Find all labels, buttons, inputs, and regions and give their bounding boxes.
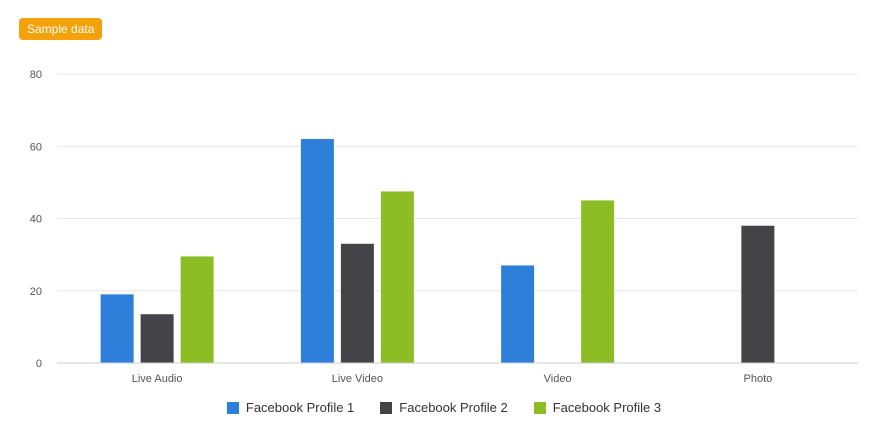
bar[interactable] (140, 314, 174, 363)
grid-lines (57, 73, 858, 292)
x-axis-labels: Live Audio Live Video Video Photo (132, 373, 773, 385)
bar[interactable] (501, 265, 535, 363)
x-tick-label: Live Video (332, 373, 383, 385)
y-tick-label: 20 (30, 286, 42, 298)
y-tick-label: 80 (30, 69, 42, 81)
bar[interactable] (180, 256, 214, 363)
bar[interactable] (340, 243, 374, 363)
bar[interactable] (581, 200, 615, 363)
legend-item[interactable]: Facebook Profile 1 (226, 400, 355, 415)
y-axis-labels: 0 20 40 60 80 (30, 69, 42, 370)
y-tick-label: 40 (30, 214, 42, 226)
y-tick-label: 60 (30, 141, 42, 153)
bar[interactable] (100, 294, 134, 363)
sample-data-badge: Sample data (19, 18, 103, 40)
y-tick-label: 0 (36, 358, 42, 370)
x-tick-label: Photo (744, 373, 773, 385)
bar[interactable] (741, 225, 775, 363)
legend-swatch (226, 401, 239, 414)
x-tick-label: Live Audio (132, 373, 183, 385)
bars (100, 139, 775, 363)
legend-item[interactable]: Facebook Profile 2 (380, 400, 508, 415)
x-tick-label: Video (544, 373, 572, 385)
bar[interactable] (300, 139, 334, 363)
legend-swatch (533, 401, 546, 414)
legend-label: Facebook Profile 1 (245, 400, 355, 415)
legend-swatch (380, 401, 393, 414)
legend-label: Facebook Profile 2 (399, 400, 508, 415)
bar-chart: 0 20 40 60 80 Live Audio Live Video Video Photo (30, 69, 858, 385)
legend-item[interactable]: Facebook Profile 3 (533, 400, 662, 415)
bar[interactable] (380, 191, 414, 363)
legend: Facebook Profile 1 Facebook Profile 2 Face… (0, 400, 888, 415)
legend-label: Facebook Profile 3 (552, 400, 662, 415)
